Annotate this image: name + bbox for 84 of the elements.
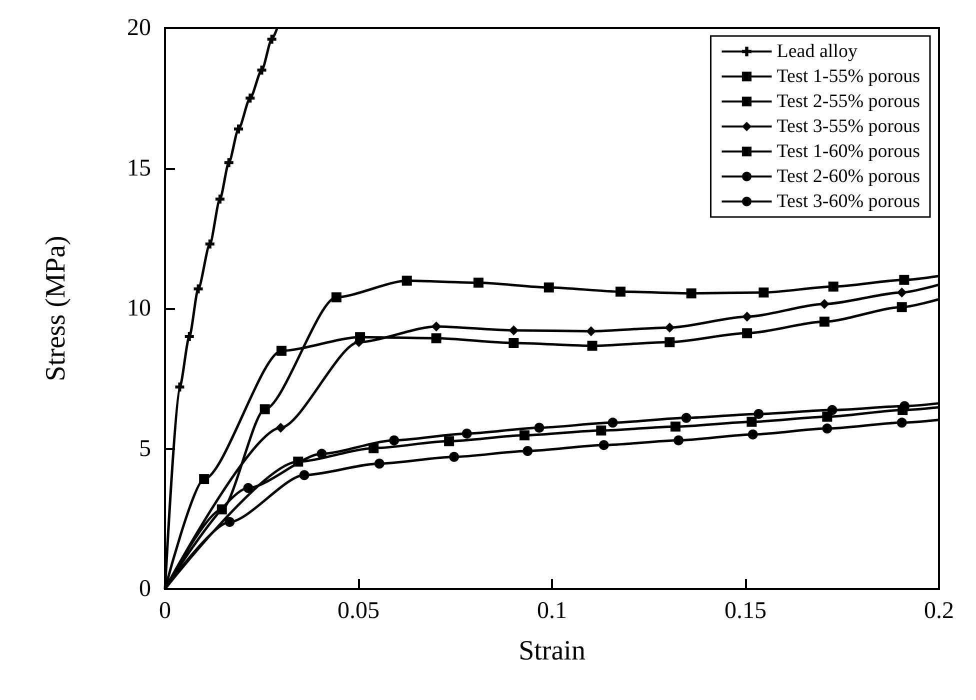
- point: [534, 422, 544, 433]
- legend-label: Test 3-55% porous: [776, 116, 920, 137]
- point: [674, 435, 684, 446]
- point: [224, 158, 234, 168]
- point: [293, 456, 304, 467]
- legend-label: Test 2-55% porous: [776, 91, 920, 112]
- y-tick-label: 20: [127, 15, 151, 41]
- point: [215, 194, 224, 204]
- x-tick-label: 0.1: [537, 598, 567, 624]
- point: [746, 416, 757, 427]
- point: [664, 337, 675, 348]
- y-tick-label: 0: [139, 576, 151, 602]
- point: [596, 426, 606, 436]
- point: [257, 66, 266, 75]
- point: [670, 422, 680, 432]
- point: [522, 446, 533, 456]
- point: [184, 332, 194, 342]
- point: [402, 276, 412, 286]
- x-tick-label: 0: [159, 598, 171, 624]
- point: [243, 483, 254, 494]
- point: [748, 429, 758, 440]
- point: [444, 436, 454, 446]
- point: [267, 34, 276, 44]
- point: [822, 412, 832, 422]
- point: [449, 452, 460, 462]
- point: [819, 316, 830, 327]
- point: [742, 328, 752, 338]
- x-tick-label: 0.15: [724, 598, 766, 624]
- point: [508, 325, 519, 336]
- y-axis-title: Stress (MPa): [40, 236, 72, 382]
- legend-label: Test 1-60% porous: [776, 141, 920, 162]
- point: [587, 340, 598, 351]
- point: [586, 326, 596, 336]
- legend-label: Test 2-60% porous: [776, 166, 920, 187]
- legend-label: Test 3-60% porous: [776, 191, 920, 212]
- point: [520, 430, 530, 440]
- x-tick-label: 0.2: [924, 598, 954, 624]
- point: [246, 94, 255, 103]
- point: [199, 474, 210, 484]
- point: [822, 424, 832, 434]
- y-tick-label: 5: [139, 436, 151, 462]
- point: [544, 282, 554, 292]
- point: [276, 422, 286, 433]
- point: [508, 338, 519, 348]
- point: [473, 278, 484, 288]
- point: [374, 458, 384, 469]
- point: [754, 408, 764, 419]
- point: [608, 418, 618, 428]
- point: [742, 312, 752, 322]
- legend-label: Lead alloy: [776, 41, 858, 62]
- point: [234, 124, 244, 134]
- point: [819, 299, 830, 310]
- point: [686, 288, 696, 298]
- point: [899, 274, 910, 285]
- point: [276, 346, 286, 356]
- point: [431, 333, 442, 344]
- point: [316, 448, 327, 459]
- point: [389, 435, 400, 446]
- point: [896, 418, 907, 428]
- point: [827, 405, 838, 416]
- point: [462, 428, 472, 439]
- x-axis-title: Strain: [518, 636, 586, 666]
- y-tick-label: 10: [127, 296, 151, 322]
- legend-label: Test 1-55% porous: [776, 66, 920, 87]
- y-tick-label: 15: [127, 155, 151, 182]
- point: [299, 470, 310, 480]
- point: [431, 321, 442, 332]
- point: [260, 404, 270, 414]
- point: [224, 516, 235, 527]
- point: [616, 286, 626, 297]
- point: [681, 412, 692, 423]
- point: [598, 440, 609, 450]
- point: [368, 443, 379, 454]
- point: [175, 382, 184, 392]
- point: [331, 292, 342, 302]
- point: [896, 302, 907, 312]
- point: [758, 288, 769, 298]
- point: [828, 282, 838, 292]
- point: [896, 288, 907, 298]
- point: [216, 504, 227, 514]
- x-tick-label: 0.05: [338, 598, 380, 624]
- point: [205, 239, 214, 248]
- point: [194, 284, 203, 294]
- point: [664, 322, 675, 333]
